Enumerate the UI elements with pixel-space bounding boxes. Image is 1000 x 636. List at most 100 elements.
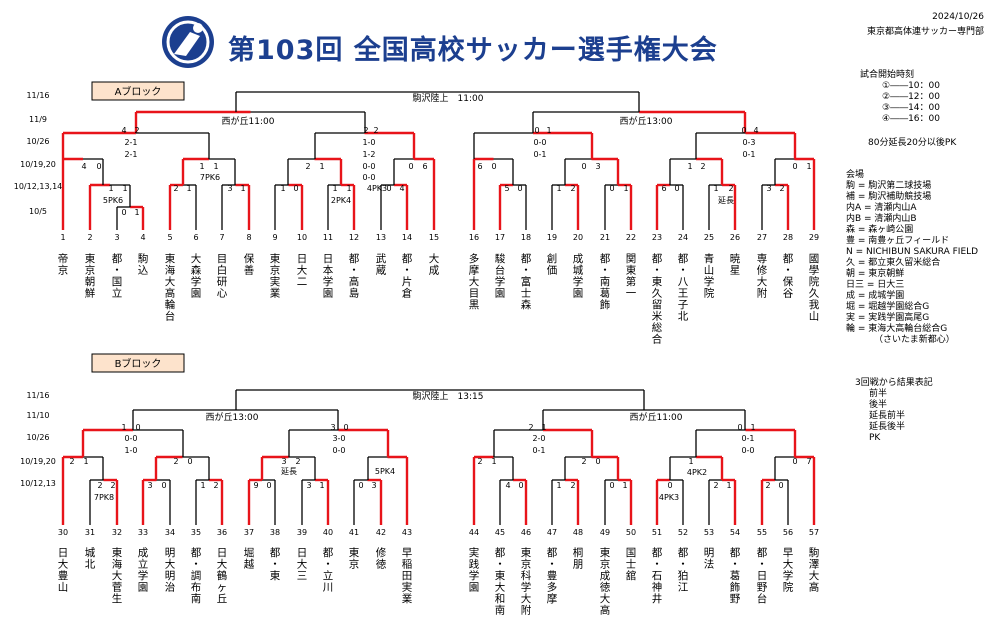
svg-text:王: 王 [678, 288, 689, 300]
score: 1 [491, 457, 496, 466]
score: 0 [792, 162, 797, 171]
svg-text:飾: 飾 [600, 298, 611, 311]
svg-text:学: 学 [138, 569, 149, 582]
venue-item: 実 = 実践学園高尾G [846, 313, 930, 323]
svg-text:京: 京 [349, 558, 360, 571]
svg-text:大: 大 [165, 275, 176, 288]
svg-text:学: 学 [573, 275, 584, 288]
legend-title: 3回戦から結果表記 [855, 378, 933, 388]
svg-text:暁: 暁 [730, 253, 741, 265]
score: 4PK3 [367, 184, 387, 193]
svg-text:総: 総 [652, 321, 663, 334]
svg-text:鮮: 鮮 [85, 287, 96, 300]
score: 0 [737, 423, 742, 432]
svg-text:都: 都 [349, 253, 360, 265]
svg-text:大: 大 [191, 252, 202, 265]
score: 1-2 [362, 150, 375, 159]
svg-text:都: 都 [521, 253, 532, 265]
svg-text:都: 都 [757, 547, 768, 559]
team-name: 都・石神井 [652, 547, 663, 605]
score: 2 [305, 162, 310, 171]
score: 0-0 [332, 446, 345, 455]
score: 4PK3 [659, 493, 679, 502]
score: 4 [399, 184, 404, 193]
score: 0-0 [533, 138, 546, 147]
score: 2 [581, 457, 586, 466]
score: 5PK4 [375, 467, 395, 476]
svg-text:研: 研 [217, 276, 228, 288]
team-number: 13 [376, 233, 386, 242]
svg-text:・: ・ [495, 559, 506, 571]
score: 1 [186, 184, 191, 193]
svg-text:久: 久 [809, 288, 820, 300]
venue-item: 内B = 清瀬内山B [846, 214, 917, 224]
svg-text:朋: 朋 [573, 559, 584, 571]
team-number: 29 [809, 233, 819, 242]
score: 4 [81, 162, 86, 171]
svg-text:葛: 葛 [730, 569, 741, 582]
svg-text:都: 都 [678, 253, 689, 265]
team-number: 55 [757, 528, 767, 537]
svg-text:大: 大 [521, 592, 532, 605]
score: 1-0 [362, 138, 375, 147]
score: 2 [213, 481, 218, 490]
team-number: 43 [402, 528, 412, 537]
venue-item: 補 = 駒沢補助競技場 [846, 192, 932, 202]
team-number: 11 [323, 233, 333, 242]
svg-text:士: 士 [521, 287, 532, 300]
svg-text:蔵: 蔵 [376, 264, 387, 277]
score: 1 [280, 184, 285, 193]
team-name: 都・日野台 [757, 547, 768, 605]
score: 1 [556, 481, 561, 490]
svg-text:国: 国 [112, 276, 123, 288]
svg-text:米: 米 [652, 310, 663, 323]
svg-text:駿: 駿 [495, 252, 506, 265]
team-name: 桐朋 [573, 546, 584, 571]
team-number: 17 [495, 233, 505, 242]
svg-text:・: ・ [270, 559, 281, 571]
svg-text:飾: 飾 [730, 581, 741, 594]
score: 0 [187, 457, 192, 466]
score: 0-0 [362, 173, 375, 182]
team-number: 39 [297, 528, 307, 537]
svg-text:東: 東 [600, 546, 611, 559]
team-number: 10 [297, 233, 307, 242]
svg-text:業: 業 [402, 592, 413, 605]
svg-text:都: 都 [678, 547, 689, 559]
svg-text:大: 大 [297, 264, 308, 277]
svg-text:東: 東 [652, 275, 663, 288]
venue-item: 輪 = 東海大高輪台総合G [846, 324, 948, 334]
score: 1 [121, 423, 126, 432]
block-label-box [91, 81, 185, 101]
round-date: 10/12,13 [20, 479, 56, 488]
score: 1 [546, 126, 551, 135]
score: 1 [240, 184, 245, 193]
svg-text:布: 布 [191, 582, 202, 594]
team-number: 50 [626, 528, 636, 537]
score: 3 [766, 184, 771, 193]
svg-text:京: 京 [270, 264, 281, 277]
svg-text:京: 京 [58, 264, 69, 277]
venue-item: 豊 = 南豊ヶ丘フィールド [846, 236, 950, 246]
svg-text:・: ・ [191, 559, 202, 571]
score: 0-1 [741, 434, 754, 443]
score: 1 [622, 481, 627, 490]
svg-text:都: 都 [652, 253, 663, 265]
svg-text:善: 善 [244, 264, 255, 277]
score: 1 [122, 184, 127, 193]
kickoff-time: ③――14：00 [882, 103, 940, 113]
score: 1 [806, 162, 811, 171]
svg-text:星: 星 [730, 265, 741, 277]
svg-text:明: 明 [165, 547, 176, 559]
svg-text:輪: 輪 [165, 298, 176, 311]
publish-date: 2024/10/26 [932, 12, 984, 22]
score: 0-0 [362, 162, 375, 171]
svg-text:明: 明 [704, 547, 715, 559]
team-number: 3 [114, 233, 119, 242]
svg-text:徳: 徳 [376, 558, 387, 571]
team-number: 6 [193, 233, 198, 242]
score: 0 [408, 162, 413, 171]
